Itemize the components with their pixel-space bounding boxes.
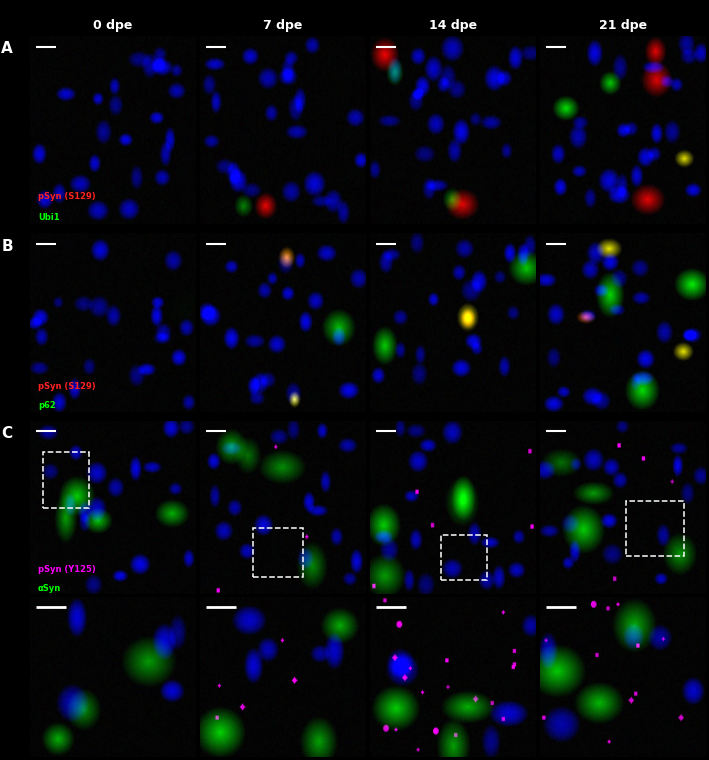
Bar [253, 528, 303, 577]
Text: B: B [1, 239, 13, 254]
Text: pSyn (S129): pSyn (S129) [38, 382, 96, 391]
Text: pSyn (S129): pSyn (S129) [38, 192, 96, 201]
Bar [43, 452, 89, 508]
Text: Ubi1: Ubi1 [38, 213, 60, 222]
Bar [626, 501, 684, 556]
Text: 14 dpe: 14 dpe [428, 19, 476, 32]
Text: A: A [1, 41, 13, 56]
Text: 7 dpe: 7 dpe [263, 19, 302, 32]
Text: 21 dpe: 21 dpe [598, 19, 647, 32]
Bar [441, 535, 487, 581]
Text: 0 dpe: 0 dpe [93, 19, 133, 32]
Text: αSyn: αSyn [38, 584, 61, 593]
Text: C: C [1, 426, 13, 442]
Text: p62: p62 [38, 401, 56, 410]
Text: pSyn (Y125): pSyn (Y125) [38, 565, 96, 574]
